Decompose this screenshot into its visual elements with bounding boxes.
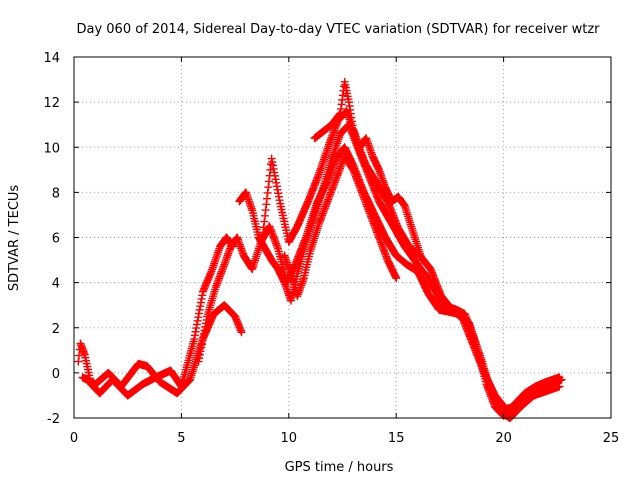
x-tick-label: 5 <box>177 431 185 446</box>
y-tick-label: -2 <box>47 412 60 427</box>
x-tick-label: 20 <box>495 431 512 446</box>
series-arc-7 <box>280 152 401 301</box>
data-point <box>557 375 566 384</box>
y-axis-label: SDTVAR / TECUs <box>7 185 22 292</box>
data-point <box>417 256 426 265</box>
series-arc-2 <box>78 301 246 398</box>
data-layer <box>74 77 566 422</box>
x-tick-label: 25 <box>603 431 620 446</box>
x-tick-label: 10 <box>281 431 298 446</box>
y-tick-label: 12 <box>43 96 60 111</box>
y-tick-label: 0 <box>52 367 60 382</box>
series-arc-6 <box>310 77 426 265</box>
x-tick-label: 0 <box>70 431 78 446</box>
data-point <box>392 274 401 283</box>
tick-layer: 0 5 10 15 20 25 -2 0 2 4 6 8 10 12 14 <box>43 51 619 446</box>
y-tick-label: 4 <box>52 277 60 292</box>
y-tick-label: 2 <box>52 322 60 337</box>
x-tick-label: 15 <box>388 431 405 446</box>
y-tick-label: 14 <box>43 51 60 66</box>
y-tick-label: 10 <box>43 141 60 156</box>
x-axis-label: GPS time / hours <box>285 460 394 475</box>
chart-title: Day 060 of 2014, Sidereal Day-to-day VTE… <box>76 22 600 37</box>
data-point <box>74 357 83 366</box>
y-tick-label: 6 <box>52 232 60 247</box>
data-point <box>75 351 84 360</box>
y-tick-label: 8 <box>52 186 60 201</box>
data-point <box>237 328 246 337</box>
